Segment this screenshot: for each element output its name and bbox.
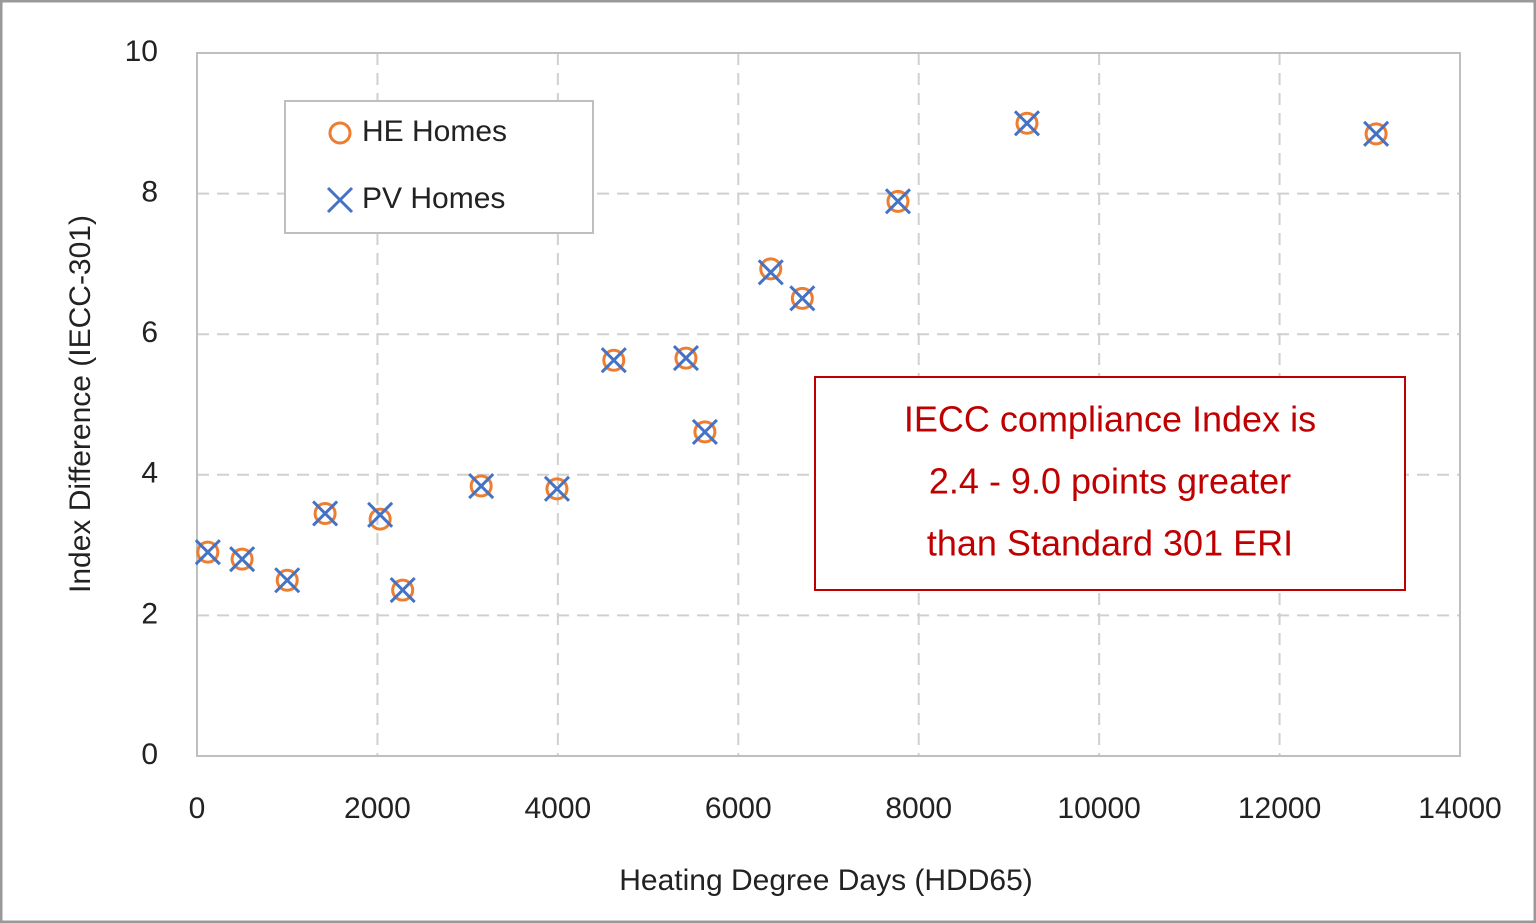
marker-circle xyxy=(230,547,254,571)
marker-x xyxy=(1363,120,1390,147)
x-axis-label: Heating Degree Days (HDD65) xyxy=(619,864,1033,897)
x-tick-label: 8000 xyxy=(885,792,952,825)
marker-circle xyxy=(275,568,299,592)
x-tick-label: 10000 xyxy=(1057,792,1140,825)
marker-x xyxy=(194,539,221,566)
y-tick-label: 8 xyxy=(141,176,158,209)
marker-circle xyxy=(886,189,910,213)
annotation-text: than Standard 301 ERI xyxy=(927,523,1293,564)
marker-x xyxy=(468,472,495,500)
marker-x xyxy=(312,500,339,527)
marker-circle xyxy=(790,286,814,310)
marker-x xyxy=(789,285,816,312)
x-tick-label: 0 xyxy=(189,792,206,825)
marker-circle xyxy=(693,420,717,444)
x-tick-label: 14000 xyxy=(1418,792,1501,825)
marker-x xyxy=(691,418,718,445)
y-axis-label: Index Difference (IECC-301) xyxy=(64,215,97,593)
marker-circle xyxy=(391,578,415,602)
marker-circle xyxy=(759,257,783,281)
y-tick-label: 10 xyxy=(125,35,158,68)
legend-label: HE Homes xyxy=(362,115,507,148)
x-tick-label: 4000 xyxy=(524,792,591,825)
marker-x xyxy=(1013,110,1041,137)
marker-circle xyxy=(1364,122,1388,146)
marker-x xyxy=(757,259,784,286)
marker-x xyxy=(229,546,256,573)
y-tick-label: 6 xyxy=(141,316,158,349)
annotation-box xyxy=(814,376,1406,591)
marker-circle xyxy=(674,346,698,370)
y-tick-label: 4 xyxy=(141,457,158,490)
marker-x xyxy=(672,345,700,372)
marker-circle xyxy=(1015,111,1039,135)
annotation-text: 2.4 - 9.0 points greater xyxy=(929,461,1291,502)
legend-label: PV Homes xyxy=(362,182,505,215)
marker-circle xyxy=(368,507,392,531)
plot-area xyxy=(196,52,1461,757)
y-tick-label: 0 xyxy=(141,738,158,771)
marker-x xyxy=(389,577,416,604)
marker-x xyxy=(367,501,394,528)
y-tick-label: 2 xyxy=(141,597,158,630)
marker-circle xyxy=(196,540,220,564)
marker-x xyxy=(543,475,571,502)
marker-circle xyxy=(313,501,337,525)
annotation-text: IECC compliance Index is xyxy=(904,399,1316,440)
marker-x xyxy=(274,567,301,594)
marker-circle xyxy=(545,477,569,501)
marker-x xyxy=(884,188,912,215)
x-tick-label: 2000 xyxy=(344,792,411,825)
marker-circle xyxy=(469,474,493,498)
marker-circle xyxy=(328,121,352,145)
marker-x xyxy=(600,347,627,374)
x-tick-label: 6000 xyxy=(705,792,772,825)
x-tick-label: 12000 xyxy=(1238,792,1321,825)
marker-x xyxy=(326,186,354,214)
marker-circle xyxy=(602,348,626,372)
